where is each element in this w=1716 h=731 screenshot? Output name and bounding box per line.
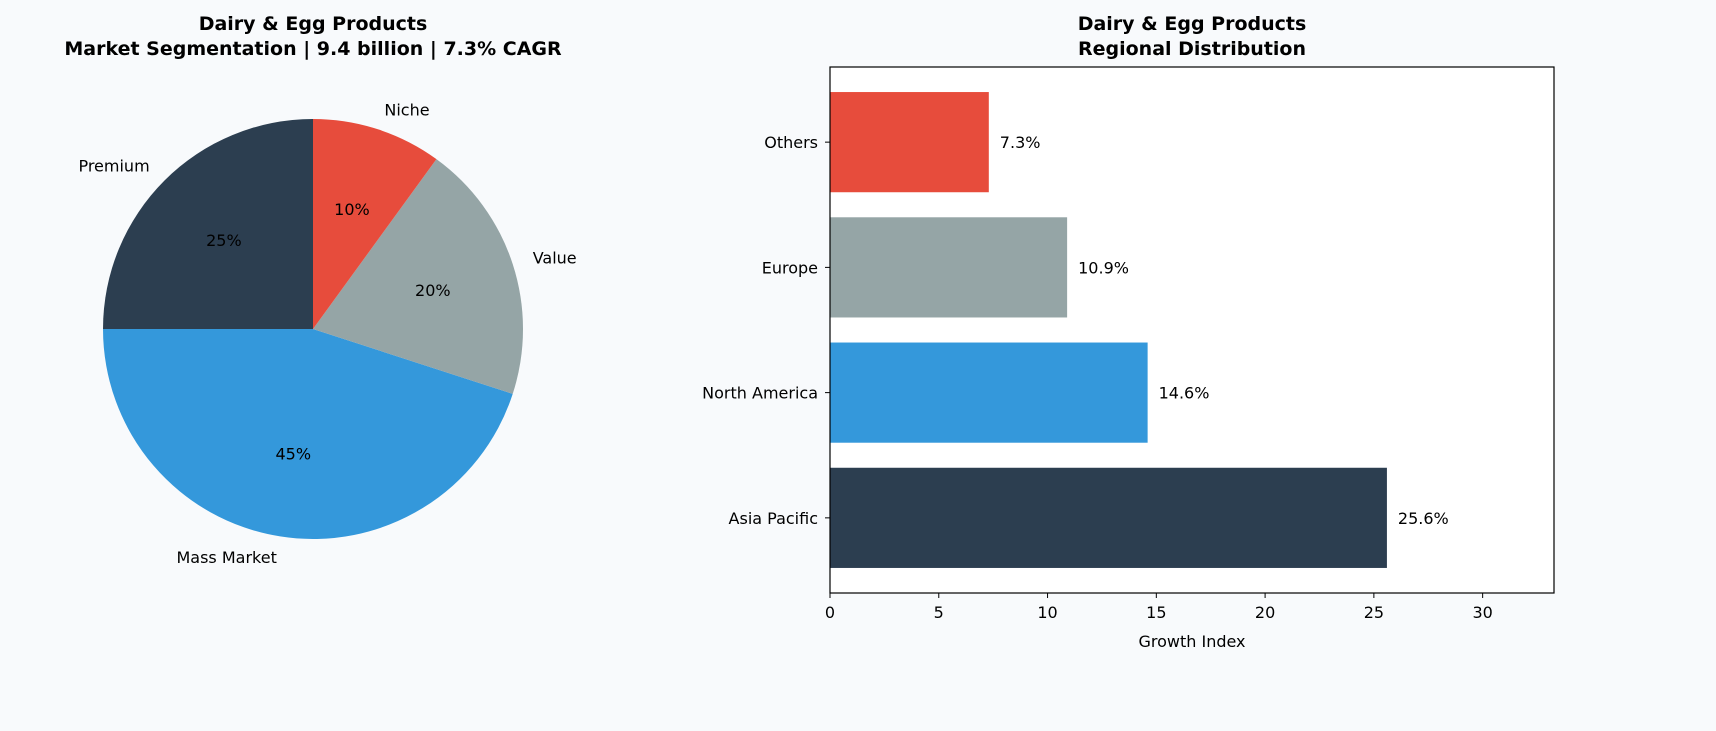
pie-label: Value [533, 249, 577, 268]
pie-label: Premium [78, 157, 149, 176]
pie-slice-value [313, 159, 523, 394]
x-tick-label: 0 [825, 603, 835, 622]
bar-north-america [830, 342, 1148, 443]
x-tick-label: 25 [1364, 603, 1384, 622]
pie-percent-label: 10% [334, 200, 370, 219]
x-tick-label: 5 [934, 603, 944, 622]
pie-percent-label: 45% [276, 444, 312, 463]
axes-frame [829, 66, 1555, 594]
pie-title-line-1: Dairy & Egg Products [199, 13, 428, 35]
pie-chart: Dairy & Egg Products Market Segmentation… [64, 13, 576, 567]
x-tick-label: 10 [1037, 603, 1057, 622]
pie-percent-label: 25% [206, 231, 242, 250]
pie-title-line-2: Market Segmentation | 9.4 billion | 7.3%… [64, 38, 562, 60]
y-tick-label: North America [702, 384, 818, 403]
bar-value-label: 10.9% [1078, 258, 1129, 277]
pie-slice-mass-market [103, 329, 513, 539]
bar-value-label: 14.6% [1159, 384, 1210, 403]
bar-value-label: 7.3% [1000, 133, 1041, 152]
pie-label: Mass Market [176, 548, 276, 567]
pie-label: Niche [384, 100, 429, 119]
bar-asia-pacific [830, 467, 1387, 568]
pie-percent-label: 20% [415, 281, 451, 300]
x-tick-label: 20 [1255, 603, 1275, 622]
bar-title-line-2: Regional Distribution [1078, 38, 1306, 60]
bar-value-label: 25.6% [1398, 509, 1449, 528]
bar-title-line-1: Dairy & Egg Products [1078, 13, 1307, 35]
pie-slice-premium [103, 119, 313, 329]
x-tick-label: 30 [1472, 603, 1492, 622]
x-tick-label: 15 [1146, 603, 1166, 622]
y-tick-label: Others [764, 133, 818, 152]
bar-others [830, 92, 989, 193]
bar-chart: Dairy & Egg Products Regional Distributi… [702, 13, 1555, 651]
y-tick-label: Europe [762, 258, 818, 277]
pie-slice-niche [313, 119, 437, 329]
y-tick-label: Asia Pacific [729, 509, 818, 528]
x-axis-label: Growth Index [1138, 632, 1245, 651]
bar-europe [830, 217, 1068, 318]
